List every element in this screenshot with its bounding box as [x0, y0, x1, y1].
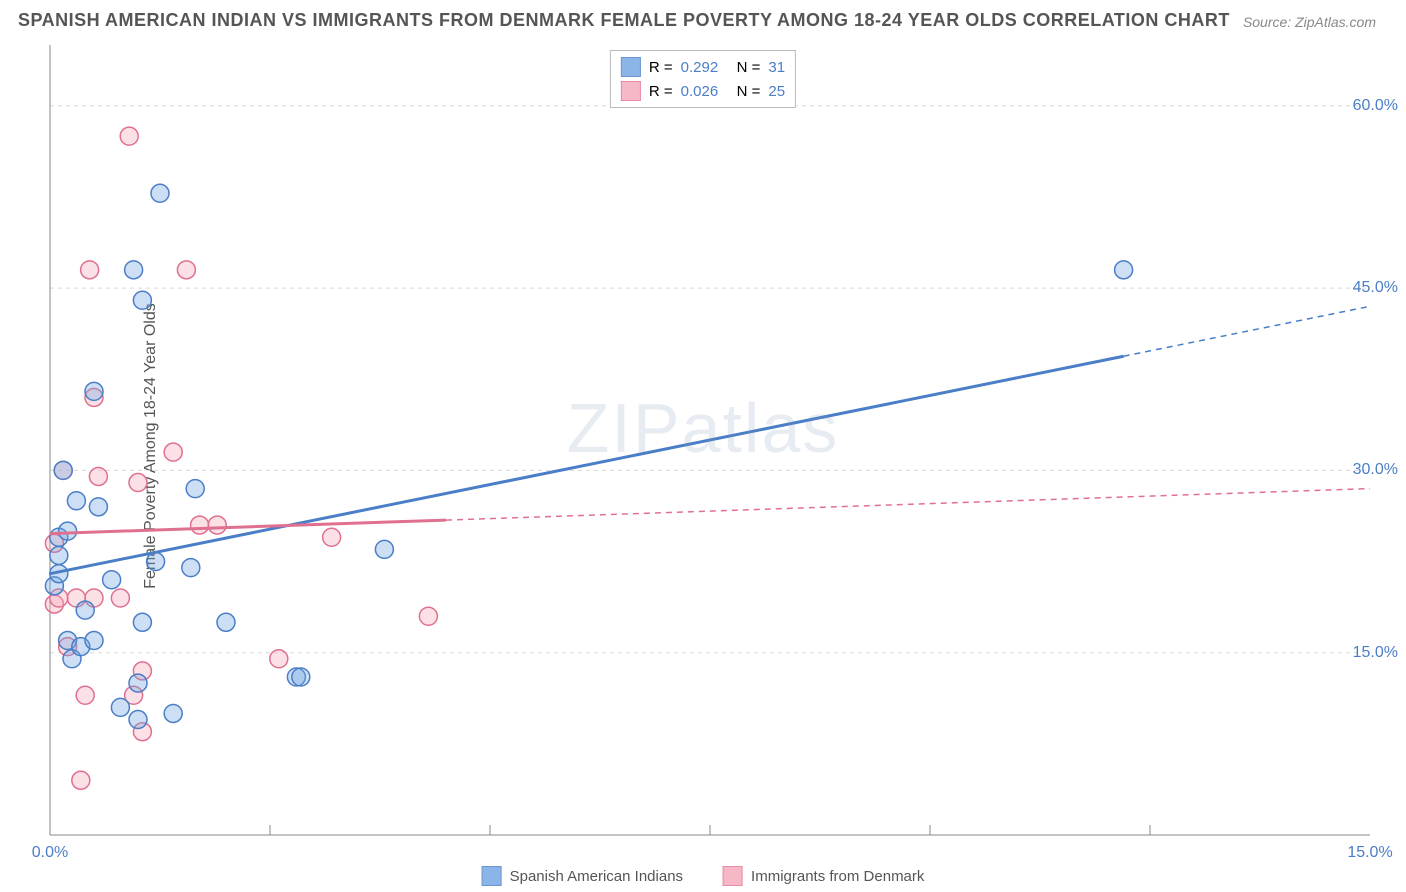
- legend-series-label: Immigrants from Denmark: [751, 868, 924, 885]
- legend-swatch-icon: [621, 81, 641, 101]
- legend-correlation: R = 0.292 N = 31 R = 0.026 N = 25: [610, 50, 796, 108]
- scatter-plot: [0, 0, 1406, 885]
- legend-item: Immigrants from Denmark: [723, 866, 924, 886]
- legend-swatch-icon: [621, 57, 641, 77]
- legend-n-value: 31: [768, 59, 785, 76]
- legend-r-value: 0.292: [681, 59, 729, 76]
- legend-series: Spanish American Indians Immigrants from…: [482, 866, 925, 886]
- legend-row: R = 0.292 N = 31: [621, 55, 785, 79]
- legend-item: Spanish American Indians: [482, 866, 683, 886]
- y-tick-label: 45.0%: [1353, 279, 1398, 297]
- legend-swatch-icon: [723, 866, 743, 886]
- legend-n-label: N =: [737, 59, 761, 76]
- x-tick-label: 15.0%: [1347, 844, 1392, 862]
- legend-r-value: 0.026: [681, 83, 729, 100]
- legend-n-label: N =: [737, 83, 761, 100]
- x-tick-label: 0.0%: [32, 844, 68, 862]
- y-tick-label: 60.0%: [1353, 97, 1398, 115]
- legend-swatch-icon: [482, 866, 502, 886]
- legend-series-label: Spanish American Indians: [510, 868, 683, 885]
- legend-n-value: 25: [768, 83, 785, 100]
- legend-r-label: R =: [649, 83, 673, 100]
- y-tick-label: 15.0%: [1353, 644, 1398, 662]
- y-tick-label: 30.0%: [1353, 461, 1398, 479]
- legend-r-label: R =: [649, 59, 673, 76]
- legend-row: R = 0.026 N = 25: [621, 79, 785, 103]
